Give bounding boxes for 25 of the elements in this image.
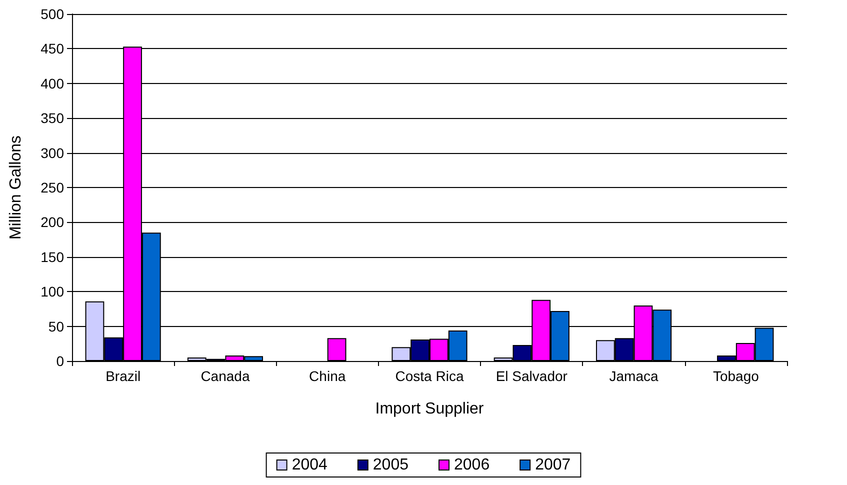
x-tick-label: Canada bbox=[200, 368, 250, 384]
legend-label: 2006 bbox=[454, 456, 490, 474]
y-tick-label: 250 bbox=[40, 180, 64, 196]
bar bbox=[327, 338, 346, 361]
y-tick-label: 300 bbox=[40, 144, 64, 161]
x-tick-label: Tobago bbox=[712, 368, 760, 384]
legend-label: 2007 bbox=[535, 456, 571, 474]
y-tick-label: 200 bbox=[40, 214, 64, 230]
legend-label: 2005 bbox=[372, 456, 409, 474]
y-axis-title: Million Gallons bbox=[8, 135, 24, 240]
y-tick-label: 400 bbox=[40, 75, 64, 92]
y-tick-label: 350 bbox=[40, 110, 64, 126]
x-tick-label: Jamaca bbox=[609, 368, 659, 384]
x-tick-label: Costa Rica bbox=[395, 368, 464, 384]
y-tick-label: 50 bbox=[48, 318, 64, 334]
y-tick-label: 450 bbox=[40, 40, 64, 57]
legend-label: 2004 bbox=[292, 456, 328, 474]
x-tick-label: El Salvador bbox=[496, 368, 568, 384]
y-tick-label: 150 bbox=[40, 248, 64, 265]
y-tick-label: 100 bbox=[40, 284, 64, 300]
x-axis-title: Import Supplier bbox=[375, 400, 484, 418]
x-tick-label: China bbox=[309, 368, 346, 384]
x-tick-label: Brazil bbox=[106, 368, 141, 384]
y-tick-label: 0 bbox=[56, 353, 64, 369]
y-tick-label: 500 bbox=[40, 6, 64, 22]
